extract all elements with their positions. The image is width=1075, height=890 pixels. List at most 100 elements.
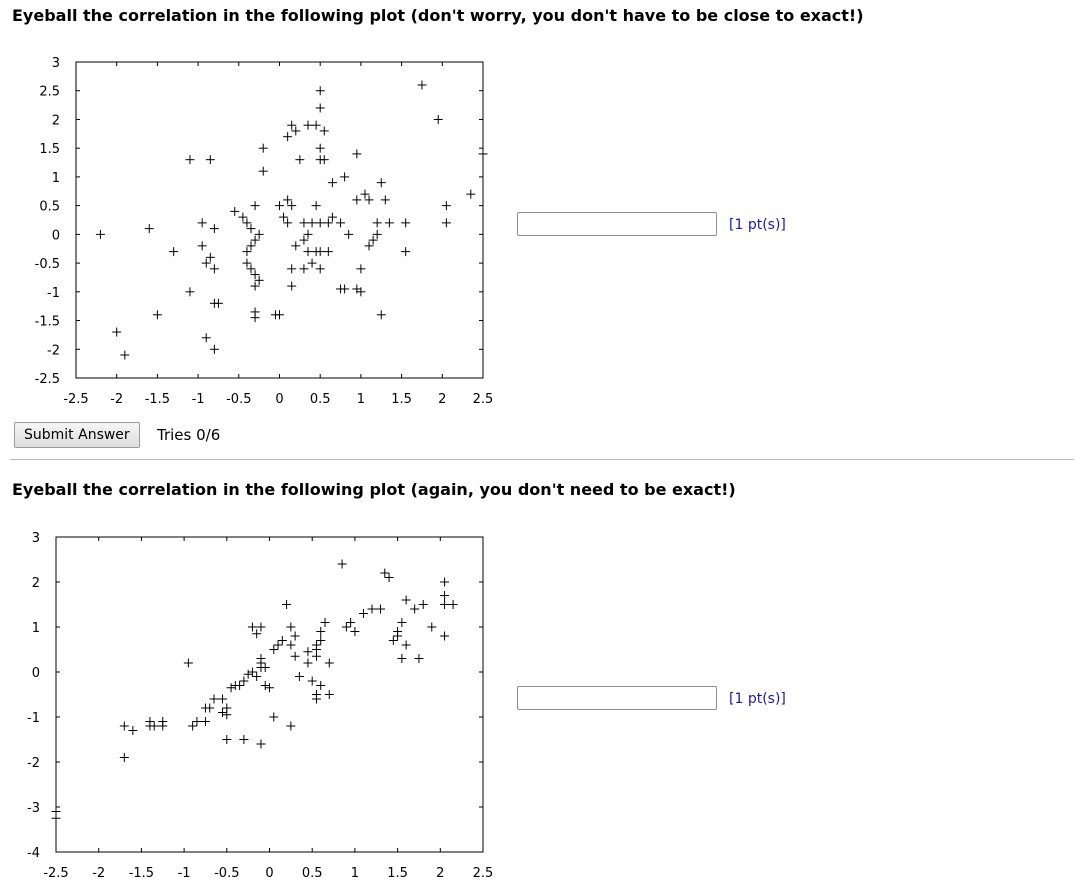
x-tick-label: 0.5 — [310, 392, 331, 407]
x-tick-label: 2.5 — [473, 866, 494, 881]
scatter-plot-1: 3 2.5 2 1.5 1 0.5 0 -0.5 -1 -1.5 -2 -2.5-2.5 -2 -1.5 -… — [35, 56, 494, 407]
data-point-plus — [410, 604, 420, 614]
data-point-plus — [286, 721, 296, 731]
data-point-plus — [337, 559, 347, 569]
data-point-plus — [344, 229, 354, 239]
data-point-plus — [192, 717, 202, 726]
data-point-plus — [222, 703, 232, 713]
data-point-plus — [279, 212, 289, 222]
y-tick-label: 0 — [52, 228, 60, 243]
points-label-2: [1 pt(s)] — [729, 691, 786, 707]
y-tick-label: 0.5 — [39, 200, 60, 215]
data-point-plus — [283, 132, 293, 142]
data-point-plus — [185, 287, 195, 297]
x-tick-label: -2.5 — [43, 866, 68, 881]
question-2-title: Eyeball the correlation in the following… — [12, 480, 736, 499]
data-point-plus — [256, 622, 266, 632]
data-point-plus — [466, 189, 476, 199]
data-point-plus — [315, 86, 325, 96]
data-point-plus — [352, 284, 362, 294]
data-point-plus — [235, 681, 245, 690]
x-tick-label: 2 — [438, 392, 446, 407]
data-point-plus — [380, 568, 390, 578]
data-point-plus — [256, 658, 266, 668]
data-point-plus — [397, 654, 407, 663]
data-point-plus — [197, 218, 207, 228]
y-tick-label: 3 — [32, 531, 40, 546]
y-tick-label: 1.5 — [39, 142, 60, 157]
data-point-plus — [243, 669, 253, 679]
x-tick-label: 1 — [357, 392, 365, 407]
data-point-plus — [299, 235, 309, 245]
y-tick-label: 1 — [52, 171, 60, 186]
data-point-plus — [258, 166, 268, 176]
data-point-plus — [290, 631, 300, 641]
correlation-answer-input-1[interactable] — [517, 212, 717, 236]
data-point-plus — [112, 327, 122, 337]
data-point-plus — [315, 218, 325, 228]
data-point-plus — [239, 735, 249, 744]
data-point-plus — [169, 247, 179, 257]
data-point-plus — [417, 80, 427, 90]
data-point-plus — [433, 114, 443, 124]
data-point-plus — [128, 726, 138, 735]
data-point-plus — [222, 735, 232, 744]
x-tick-label: 1.5 — [387, 866, 408, 881]
data-point-plus — [201, 333, 211, 343]
data-point-plus — [209, 264, 219, 274]
data-point-plus — [441, 201, 451, 211]
data-point-plus — [152, 310, 162, 320]
x-tick-label: 1.5 — [391, 392, 412, 407]
data-point-plus — [303, 229, 313, 239]
data-point-plus — [319, 155, 329, 165]
data-point-plus — [320, 618, 330, 627]
data-point-plus — [258, 143, 268, 153]
data-point-plus — [316, 636, 326, 645]
y-tick-label: -2.5 — [35, 372, 60, 387]
data-point-plus — [51, 813, 61, 823]
data-point-plus — [315, 264, 325, 274]
data-point-plus — [315, 143, 325, 153]
data-point-plus — [315, 103, 325, 113]
data-point-plus — [286, 640, 296, 650]
y-tick-label: -1 — [47, 286, 60, 301]
data-point-plus — [299, 264, 309, 274]
data-point-plus — [376, 310, 386, 320]
data-point-plus — [368, 235, 378, 245]
data-point-plus — [346, 618, 356, 627]
data-point-plus — [311, 120, 321, 130]
data-point-plus — [440, 577, 450, 587]
data-point-plus — [341, 622, 351, 632]
data-point-plus — [441, 218, 451, 228]
y-tick-label: -1.5 — [35, 315, 60, 330]
submit-answer-button[interactable]: Submit Answer — [14, 422, 140, 448]
correlation-answer-input-2[interactable] — [517, 686, 717, 710]
data-point-plus — [252, 672, 262, 681]
data-point-plus — [287, 201, 297, 211]
data-point-plus — [205, 155, 215, 165]
data-point-plus — [200, 703, 210, 713]
data-point-plus — [270, 310, 280, 320]
data-point-plus — [246, 264, 256, 274]
data-point-plus — [352, 149, 362, 159]
data-point-plus — [323, 247, 333, 257]
data-point-plus — [250, 201, 260, 211]
data-point-plus — [376, 604, 386, 614]
data-point-plus — [254, 275, 264, 285]
y-tick-label: -2 — [47, 343, 60, 358]
x-tick-label: 1 — [351, 866, 359, 881]
y-tick-label: 2.5 — [39, 85, 60, 100]
data-point-plus — [364, 241, 374, 251]
question-divider — [10, 459, 1074, 460]
data-point-plus — [440, 631, 450, 641]
data-point-plus — [448, 600, 458, 609]
data-point-plus — [290, 651, 300, 661]
data-point-plus — [188, 721, 198, 731]
data-point-plus — [372, 218, 382, 228]
y-tick-label: 2 — [32, 576, 40, 591]
data-point-plus — [230, 206, 240, 216]
data-point-plus — [364, 195, 374, 205]
data-point-plus — [158, 717, 168, 726]
data-point-plus — [316, 627, 326, 636]
x-tick-label: -2.5 — [63, 392, 88, 407]
